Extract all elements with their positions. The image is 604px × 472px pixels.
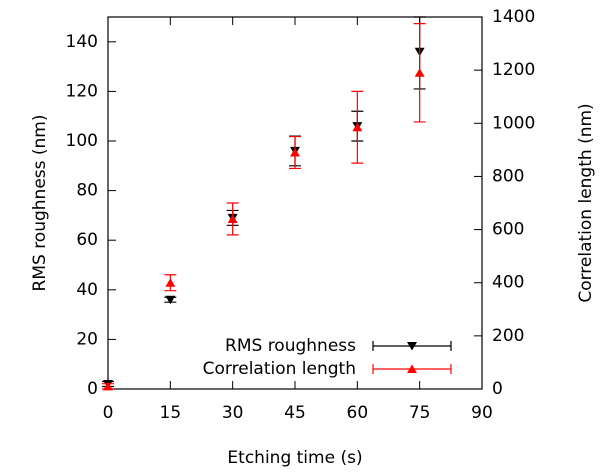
- legend-marker: [407, 342, 417, 351]
- y2-tick-label: 600: [492, 220, 524, 240]
- x-tick-label: 15: [160, 403, 182, 423]
- point: [103, 381, 113, 391]
- y-tick-label: 60: [76, 230, 98, 250]
- y2-tick-label: 400: [492, 273, 524, 293]
- y2-tick-label: 800: [492, 166, 524, 186]
- y-tick-label: 20: [76, 329, 98, 349]
- point: [165, 278, 176, 287]
- y2-tick-label: 1400: [492, 7, 535, 27]
- y2-tick-label: 1200: [492, 60, 535, 80]
- y2-axis-label: Correlation length (nm): [576, 103, 596, 302]
- point: [227, 214, 238, 223]
- x-tick-label: 0: [103, 403, 114, 423]
- y2-tick-label: 200: [492, 326, 524, 346]
- plot-frame: [107, 16, 483, 390]
- y-axis-label: RMS roughness (nm): [30, 115, 50, 292]
- point: [290, 148, 300, 157]
- x-axis-label: Etching time (s): [227, 448, 362, 468]
- point: [414, 68, 425, 77]
- y-tick-label: 100: [66, 131, 98, 151]
- y2-tick-label: 1000: [492, 113, 535, 133]
- y-tick-label: 80: [76, 181, 98, 201]
- x-tick-label: 45: [284, 403, 306, 423]
- x-tick-label: 60: [347, 403, 369, 423]
- point: [352, 122, 363, 132]
- legend-label: Correlation length: [203, 359, 356, 379]
- x-tick-label: 90: [471, 403, 493, 423]
- y-tick-label: 0: [87, 379, 98, 399]
- y2-tick-label: 0: [492, 379, 503, 399]
- y-tick-label: 40: [76, 280, 98, 300]
- y-tick-label: 120: [66, 81, 98, 101]
- legend-label: RMS roughness: [225, 336, 356, 356]
- legend-marker: [407, 364, 417, 373]
- x-tick-label: 30: [222, 403, 244, 423]
- y-tick-label: 140: [66, 32, 98, 52]
- point: [165, 295, 176, 305]
- x-tick-label: 75: [409, 403, 431, 423]
